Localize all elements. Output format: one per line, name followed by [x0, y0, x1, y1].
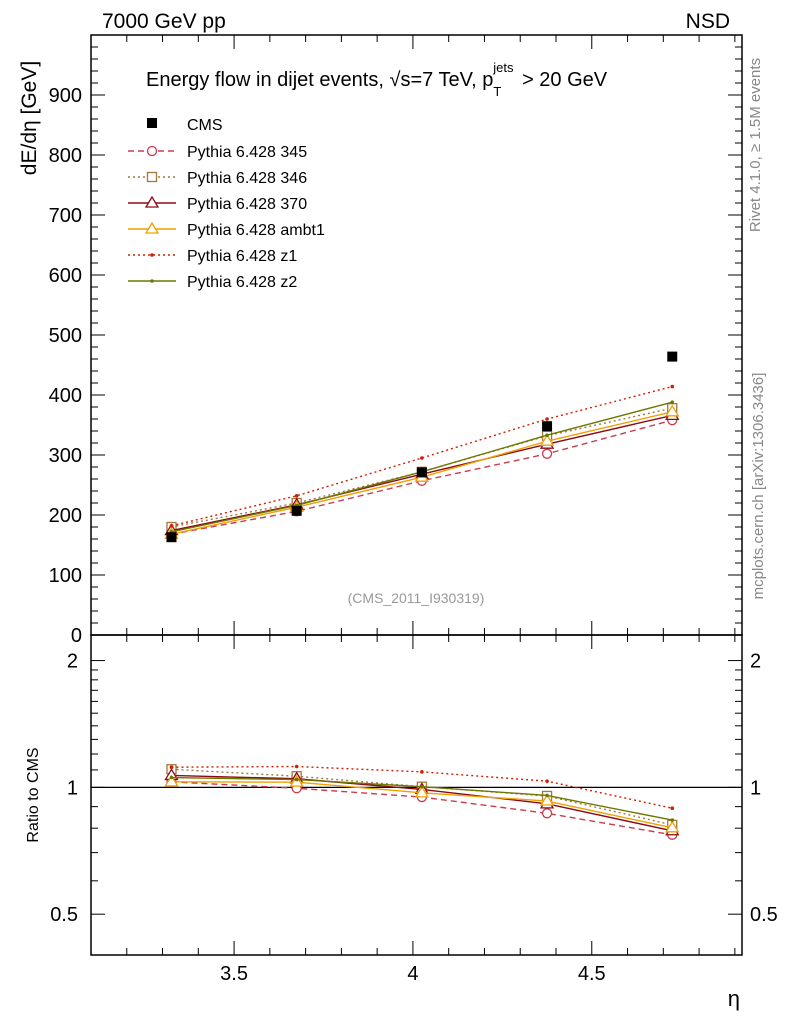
mcplots-label: mcplots.cern.ch [arXiv:1306.3436] [750, 373, 767, 600]
y-tick-label-ratio-right: 0.5 [750, 904, 778, 926]
series-point-ratio [670, 806, 675, 811]
series-point-ratio [169, 775, 174, 780]
legend-marker-cms [147, 118, 157, 128]
series-line-main [171, 419, 673, 535]
legend-label: Pythia 6.428 z2 [187, 274, 297, 291]
chart-title: Energy flow in dijet events, √s=7 TeV, p… [146, 60, 608, 99]
series-point-ratio [294, 764, 299, 769]
rivet-version-label: Rivet 4.1.0, ≥ 1.5M events [747, 58, 764, 232]
series-point-main [545, 417, 549, 421]
x-tick-label: 4.5 [578, 963, 606, 985]
series-point-ratio [420, 784, 424, 789]
y-tick-label-ratio: 0.5 [50, 904, 78, 926]
y-tick-label-main: 600 [49, 265, 82, 287]
series-point-ratio [539, 793, 555, 806]
cms-data-point [542, 421, 553, 432]
y-tick-label-ratio-right: 2 [750, 651, 761, 673]
series-line-main [171, 385, 673, 527]
series-point-ratio [545, 779, 549, 783]
legend-marker [150, 279, 154, 283]
legend-label-cms: CMS [187, 117, 223, 134]
series-point-ratio [164, 774, 179, 787]
legend-marker [144, 221, 160, 234]
legend-marker [144, 195, 160, 208]
y-tick-label-ratio: 1 [67, 777, 78, 799]
cms-data-point [416, 467, 427, 478]
series-point-ratio [169, 765, 174, 770]
series-point-ratio [294, 777, 299, 782]
y-tick-label-ratio: 2 [67, 651, 78, 673]
series-point-ratio [665, 820, 680, 833]
series-point-main [545, 433, 549, 438]
header-right-label: NSD [686, 10, 730, 33]
legend-label: Pythia 6.428 ambt1 [187, 222, 325, 239]
series-point-main [670, 384, 675, 389]
series-point-ratio [414, 785, 430, 798]
y-tick-label-ratio-right: 1 [750, 777, 761, 799]
y-tick-label-main: 100 [49, 565, 82, 587]
cms-data-point [291, 505, 302, 516]
x-axis-label: η [728, 986, 740, 1011]
y-axis-label-ratio: Ratio to CMS [25, 747, 42, 842]
series-point-ratio [670, 818, 675, 822]
header-left-label: 7000 GeV pp [102, 10, 226, 33]
legend-label: Pythia 6.428 346 [187, 170, 307, 187]
series-point-ratio [541, 808, 553, 819]
legend-label: Pythia 6.428 345 [187, 144, 307, 161]
main-series-layer [164, 351, 680, 543]
cms-data-point [667, 351, 678, 362]
y-tick-label-main: 300 [49, 445, 82, 467]
series-point-main [169, 524, 174, 528]
y-tick-label-main: 800 [49, 145, 82, 167]
analysis-watermark: (CMS_2011_I930319) [348, 590, 485, 606]
ratio-series-layer [164, 764, 680, 840]
y-tick-label-main: 700 [49, 205, 82, 227]
series-point-main [539, 433, 555, 446]
y-tick-label-main: 0 [71, 625, 82, 647]
series-point-main [541, 448, 553, 459]
axis-ticks: 3.5 4 4.5 0 100 200 300 400 500 600 700 800 900 0.5 0.… [49, 35, 778, 985]
series-point-main [420, 456, 424, 460]
y-tick-label-main: 500 [49, 325, 82, 347]
legend-marker [146, 171, 158, 183]
y-tick-label-main: 400 [49, 385, 82, 407]
y-tick-label-main: 900 [49, 85, 82, 107]
ratio-plot-frame [90, 634, 743, 956]
x-tick-label: 3.5 [220, 963, 248, 985]
series-point-ratio [545, 793, 549, 798]
legend-label: Pythia 6.428 370 [187, 196, 307, 213]
series-point-main [294, 494, 299, 498]
legend-label: Pythia 6.428 z1 [187, 248, 297, 265]
y-axis-label-main: dE/dη [GeV] [18, 61, 41, 175]
legend: Pythia 6.428 345 Pythia 6.428 346 Pythia 6… [128, 144, 325, 291]
legend-marker [146, 145, 158, 157]
cms-data-point [166, 532, 177, 543]
series-point-main [665, 404, 680, 417]
series-point-ratio [420, 770, 424, 774]
y-tick-label-main: 200 [49, 505, 82, 527]
series-point-main [670, 400, 675, 405]
x-tick-label: 4 [407, 963, 418, 985]
legend-marker [150, 253, 154, 257]
